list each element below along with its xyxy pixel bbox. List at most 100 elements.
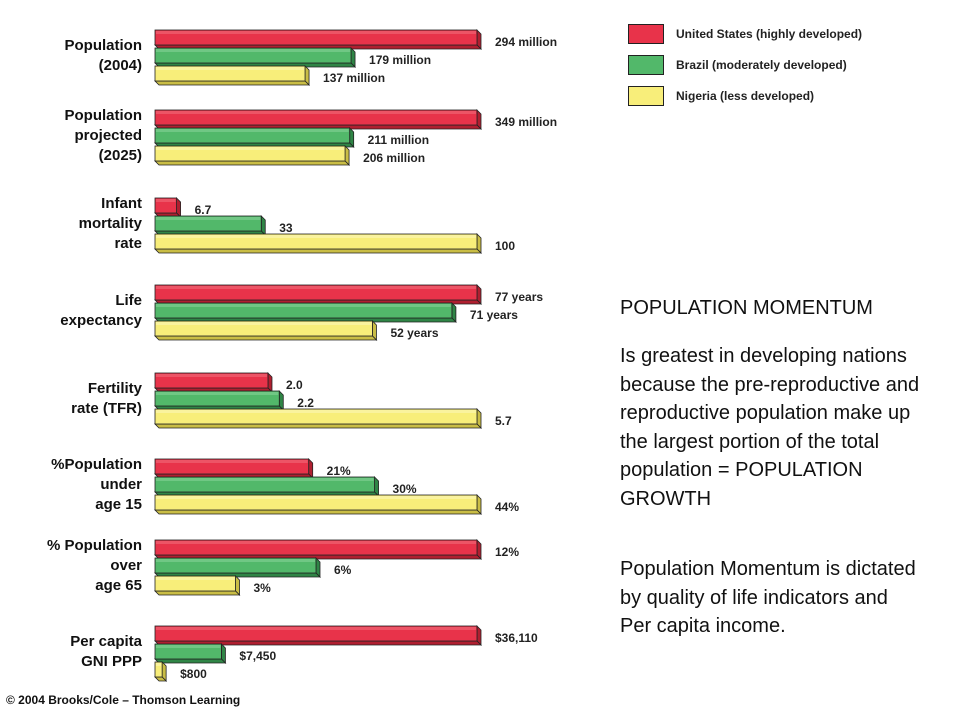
category-label-population-2004: (2004) bbox=[99, 57, 142, 74]
category-label-population-under-age-15: %Population bbox=[51, 456, 142, 473]
bar-highlight bbox=[156, 478, 374, 481]
bar-highlight bbox=[156, 496, 476, 499]
notes-paragraph-2: Population Momentum is dictated by quali… bbox=[620, 558, 916, 637]
bar-highlight bbox=[156, 286, 476, 289]
bar-infant-mortality-rate-united-states bbox=[154, 197, 182, 218]
bar-population-2004-brazil bbox=[154, 47, 357, 68]
value-label-population-projected-2025-brazil: 211 million bbox=[368, 133, 429, 147]
bar-highlight bbox=[156, 322, 372, 325]
value-label-life-expectancy-nigeria: 52 years bbox=[390, 326, 438, 340]
category-label-life-expectancy: expectancy bbox=[60, 312, 142, 329]
bar-highlight bbox=[156, 147, 345, 150]
bar-population-over-age-65-nigeria bbox=[154, 575, 241, 596]
category-label-per-capita-gni-ppp: Per capita bbox=[70, 633, 142, 650]
value-label-population-under-age-15-brazil: 30% bbox=[393, 482, 417, 496]
bar-infant-mortality-rate-brazil bbox=[154, 215, 267, 236]
category-label-fertility-rate-tfr: rate (TFR) bbox=[71, 400, 142, 417]
category-label-fertility-rate-tfr: Fertility bbox=[88, 380, 143, 397]
bar-highlight bbox=[156, 235, 476, 238]
legend-label-brazil: Brazil (moderately developed) bbox=[676, 58, 847, 72]
bar-highlight bbox=[156, 49, 351, 52]
bar-highlight bbox=[156, 392, 279, 395]
bar-population-over-age-65-brazil bbox=[154, 557, 321, 578]
notes-paragraph-1: Is greatest in developing nations becaus… bbox=[620, 345, 920, 510]
bar-bottom bbox=[154, 509, 482, 515]
value-label-population-2004-nigeria: 137 million bbox=[323, 71, 385, 85]
legend-swatch-united-states bbox=[628, 24, 664, 44]
category-label-population-under-age-15: under bbox=[100, 476, 142, 493]
bar-bottom bbox=[154, 423, 482, 429]
value-label-population-over-age-65-nigeria: 3% bbox=[254, 581, 272, 595]
legend-label-nigeria: Nigeria (less developed) bbox=[676, 89, 815, 103]
value-label-life-expectancy-united-states: 77 years bbox=[495, 290, 543, 304]
category-label-population-under-age-15: age 15 bbox=[95, 496, 142, 513]
bar-chart: Population (2004) 294 million 179 million 13… bbox=[47, 29, 557, 682]
bar-fertility-rate-tfr-brazil bbox=[154, 390, 285, 411]
category-label-life-expectancy: Life bbox=[115, 292, 142, 309]
bar-population-2004-united-states bbox=[154, 29, 482, 50]
bar-highlight bbox=[156, 627, 476, 630]
bar-fertility-rate-tfr-united-states bbox=[154, 372, 273, 393]
category-label-infant-mortality-rate: rate bbox=[114, 235, 142, 252]
value-label-population-under-age-15-nigeria: 44% bbox=[495, 500, 519, 514]
notes-heading: POPULATION MOMENTUM bbox=[620, 297, 873, 319]
value-label-population-2004-brazil: 179 million bbox=[369, 53, 431, 67]
bar-bottom bbox=[154, 160, 351, 166]
bar-bottom bbox=[154, 335, 378, 341]
bar-per-capita-gni-ppp-brazil bbox=[154, 643, 227, 664]
value-label-population-2004-united-states: 294 million bbox=[495, 35, 557, 49]
bar-highlight bbox=[156, 663, 162, 666]
bar-highlight bbox=[156, 31, 476, 34]
bar-highlight bbox=[156, 460, 308, 463]
legend-swatch-brazil bbox=[628, 55, 664, 75]
legend-label-united-states: United States (highly developed) bbox=[676, 27, 863, 41]
bar-highlight bbox=[156, 111, 476, 114]
value-label-population-over-age-65-brazil: 6% bbox=[334, 563, 352, 577]
legend-item-united-states: United States (highly developed) bbox=[628, 22, 862, 46]
bar-highlight bbox=[156, 559, 315, 562]
category-label-population-projected-2025: projected bbox=[74, 127, 142, 144]
bar-bottom bbox=[154, 80, 311, 86]
value-label-per-capita-gni-ppp-nigeria: $800 bbox=[180, 667, 207, 681]
bar-life-expectancy-brazil bbox=[154, 302, 457, 323]
bar-population-projected-2025-nigeria bbox=[154, 145, 351, 166]
value-label-fertility-rate-tfr-brazil: 2.2 bbox=[297, 396, 314, 410]
bar-per-capita-gni-ppp-nigeria bbox=[154, 661, 168, 682]
copyright-credit: © 2004 Brooks/Cole – Thomson Learning bbox=[6, 693, 241, 707]
category-label-infant-mortality-rate: Infant bbox=[101, 195, 142, 212]
value-label-life-expectancy-brazil: 71 years bbox=[470, 308, 518, 322]
category-label-population-2004: Population bbox=[65, 37, 143, 54]
bar-highlight bbox=[156, 541, 476, 544]
legend: United States (highly developed) Brazil … bbox=[628, 22, 862, 115]
bar-bottom bbox=[154, 248, 482, 254]
category-label-per-capita-gni-ppp: GNI PPP bbox=[81, 653, 142, 670]
category-label-population-projected-2025: (2025) bbox=[99, 147, 142, 164]
value-label-infant-mortality-rate-brazil: 33 bbox=[279, 221, 293, 235]
bar-life-expectancy-united-states bbox=[154, 284, 482, 305]
bar-highlight bbox=[156, 129, 349, 132]
value-label-infant-mortality-rate-united-states: 6.7 bbox=[195, 203, 212, 217]
bar-population-projected-2025-united-states bbox=[154, 109, 482, 130]
bar-population-under-age-15-nigeria bbox=[154, 494, 482, 515]
bar-bottom bbox=[154, 590, 241, 596]
bar-infant-mortality-rate-nigeria bbox=[154, 233, 482, 254]
bar-life-expectancy-nigeria bbox=[154, 320, 378, 341]
value-label-fertility-rate-tfr-nigeria: 5.7 bbox=[495, 414, 512, 428]
bar-population-over-age-65-united-states bbox=[154, 539, 482, 560]
category-label-population-over-age-65: over bbox=[110, 557, 142, 574]
bar-highlight bbox=[156, 374, 267, 377]
value-label-population-projected-2025-nigeria: 206 million bbox=[363, 151, 425, 165]
bar-bottom bbox=[154, 658, 227, 664]
bar-population-projected-2025-brazil bbox=[154, 127, 355, 148]
legend-item-nigeria: Nigeria (less developed) bbox=[628, 84, 862, 108]
value-label-per-capita-gni-ppp-united-states: $36,110 bbox=[495, 631, 538, 645]
bar-population-under-age-15-brazil bbox=[154, 476, 380, 497]
bar-highlight bbox=[156, 199, 176, 202]
legend-item-brazil: Brazil (moderately developed) bbox=[628, 53, 862, 77]
value-label-population-projected-2025-united-states: 349 million bbox=[495, 115, 557, 129]
bar-highlight bbox=[156, 410, 476, 413]
notes-panel: POPULATION MOMENTUM Is greatest in devel… bbox=[620, 294, 920, 641]
category-label-population-projected-2025: Population bbox=[65, 107, 143, 124]
category-label-population-over-age-65: % Population bbox=[47, 537, 142, 554]
bar-fertility-rate-tfr-nigeria bbox=[154, 408, 482, 429]
